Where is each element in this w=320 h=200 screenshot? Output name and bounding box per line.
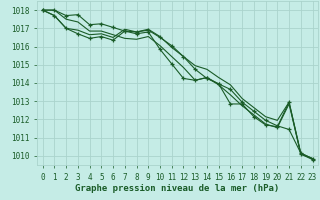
- X-axis label: Graphe pression niveau de la mer (hPa): Graphe pression niveau de la mer (hPa): [76, 184, 280, 193]
